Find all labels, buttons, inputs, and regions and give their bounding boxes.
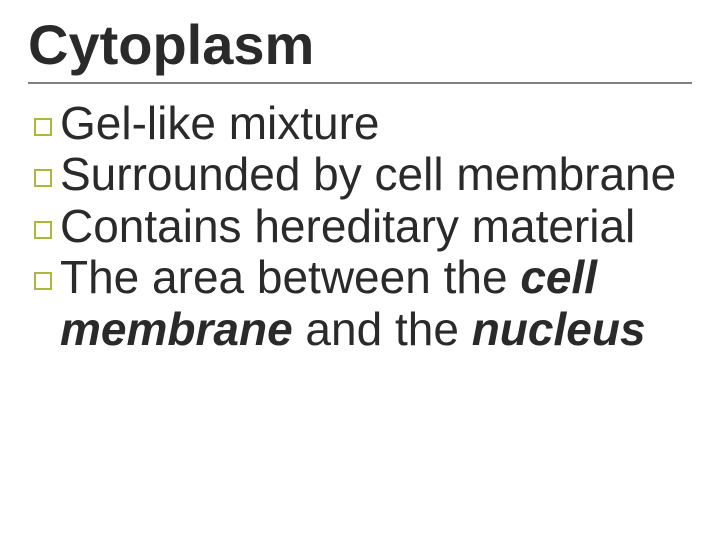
bullet-square-icon bbox=[34, 169, 52, 187]
title-underline bbox=[28, 82, 692, 84]
bullet-list: Gel-like mixture Surrounded by cell memb… bbox=[28, 98, 692, 356]
slide: Cytoplasm Gel-like mixture Surrounded by… bbox=[0, 0, 720, 540]
bullet-square-icon bbox=[34, 118, 52, 136]
slide-title: Cytoplasm bbox=[28, 14, 692, 76]
list-item: Contains hereditary material bbox=[34, 201, 692, 253]
cutoff-word: nucleus bbox=[472, 303, 646, 355]
list-item: Gel-like mixture bbox=[34, 98, 692, 150]
bullet-text: Surrounded by cell membrane bbox=[60, 149, 676, 201]
bullet-text: Contains hereditary material bbox=[60, 201, 635, 253]
bullet-text: Gel-like mixture bbox=[60, 98, 380, 150]
list-item: Surrounded by cell membrane bbox=[34, 149, 692, 201]
list-item: The area between the cell membrane and t… bbox=[34, 252, 692, 355]
bullet-text: The area between the cell membrane and t… bbox=[60, 252, 692, 355]
bullet-square-icon bbox=[34, 221, 52, 239]
bullet-square-icon bbox=[34, 272, 52, 290]
